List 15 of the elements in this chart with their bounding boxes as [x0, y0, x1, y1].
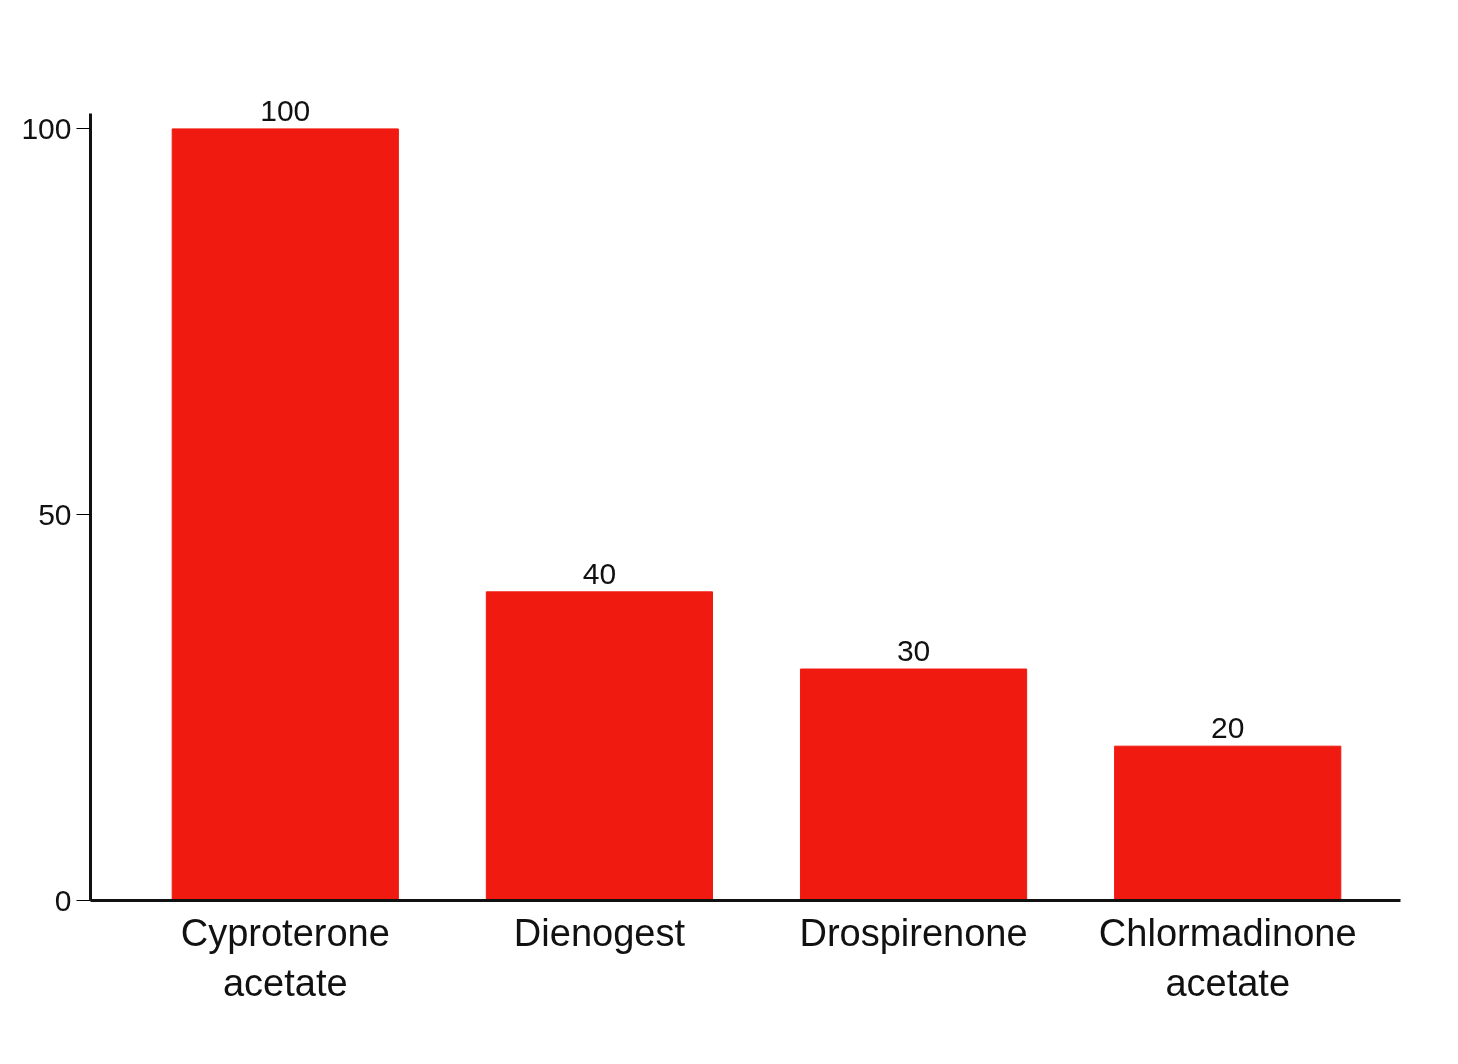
bar — [799, 668, 1028, 901]
data-label: 30 — [896, 634, 931, 668]
x-tick-label: Dienogest — [513, 911, 686, 954]
data-label: 40 — [582, 556, 617, 590]
y-tick-label: 100 — [21, 111, 72, 145]
x-tick-label: Drospirenone — [799, 911, 1028, 954]
y-tick-label: 0 — [54, 883, 72, 917]
bar — [171, 128, 399, 901]
data-label: 100 — [260, 93, 311, 127]
x-tick-label: Chlormadinone acetate — [1098, 911, 1357, 1004]
bar — [1114, 745, 1342, 901]
data-label: 20 — [1211, 711, 1245, 745]
y-tick-label: 50 — [38, 497, 72, 531]
x-tick-label: Cyproterone acetate — [180, 911, 390, 1004]
bar — [485, 591, 714, 901]
